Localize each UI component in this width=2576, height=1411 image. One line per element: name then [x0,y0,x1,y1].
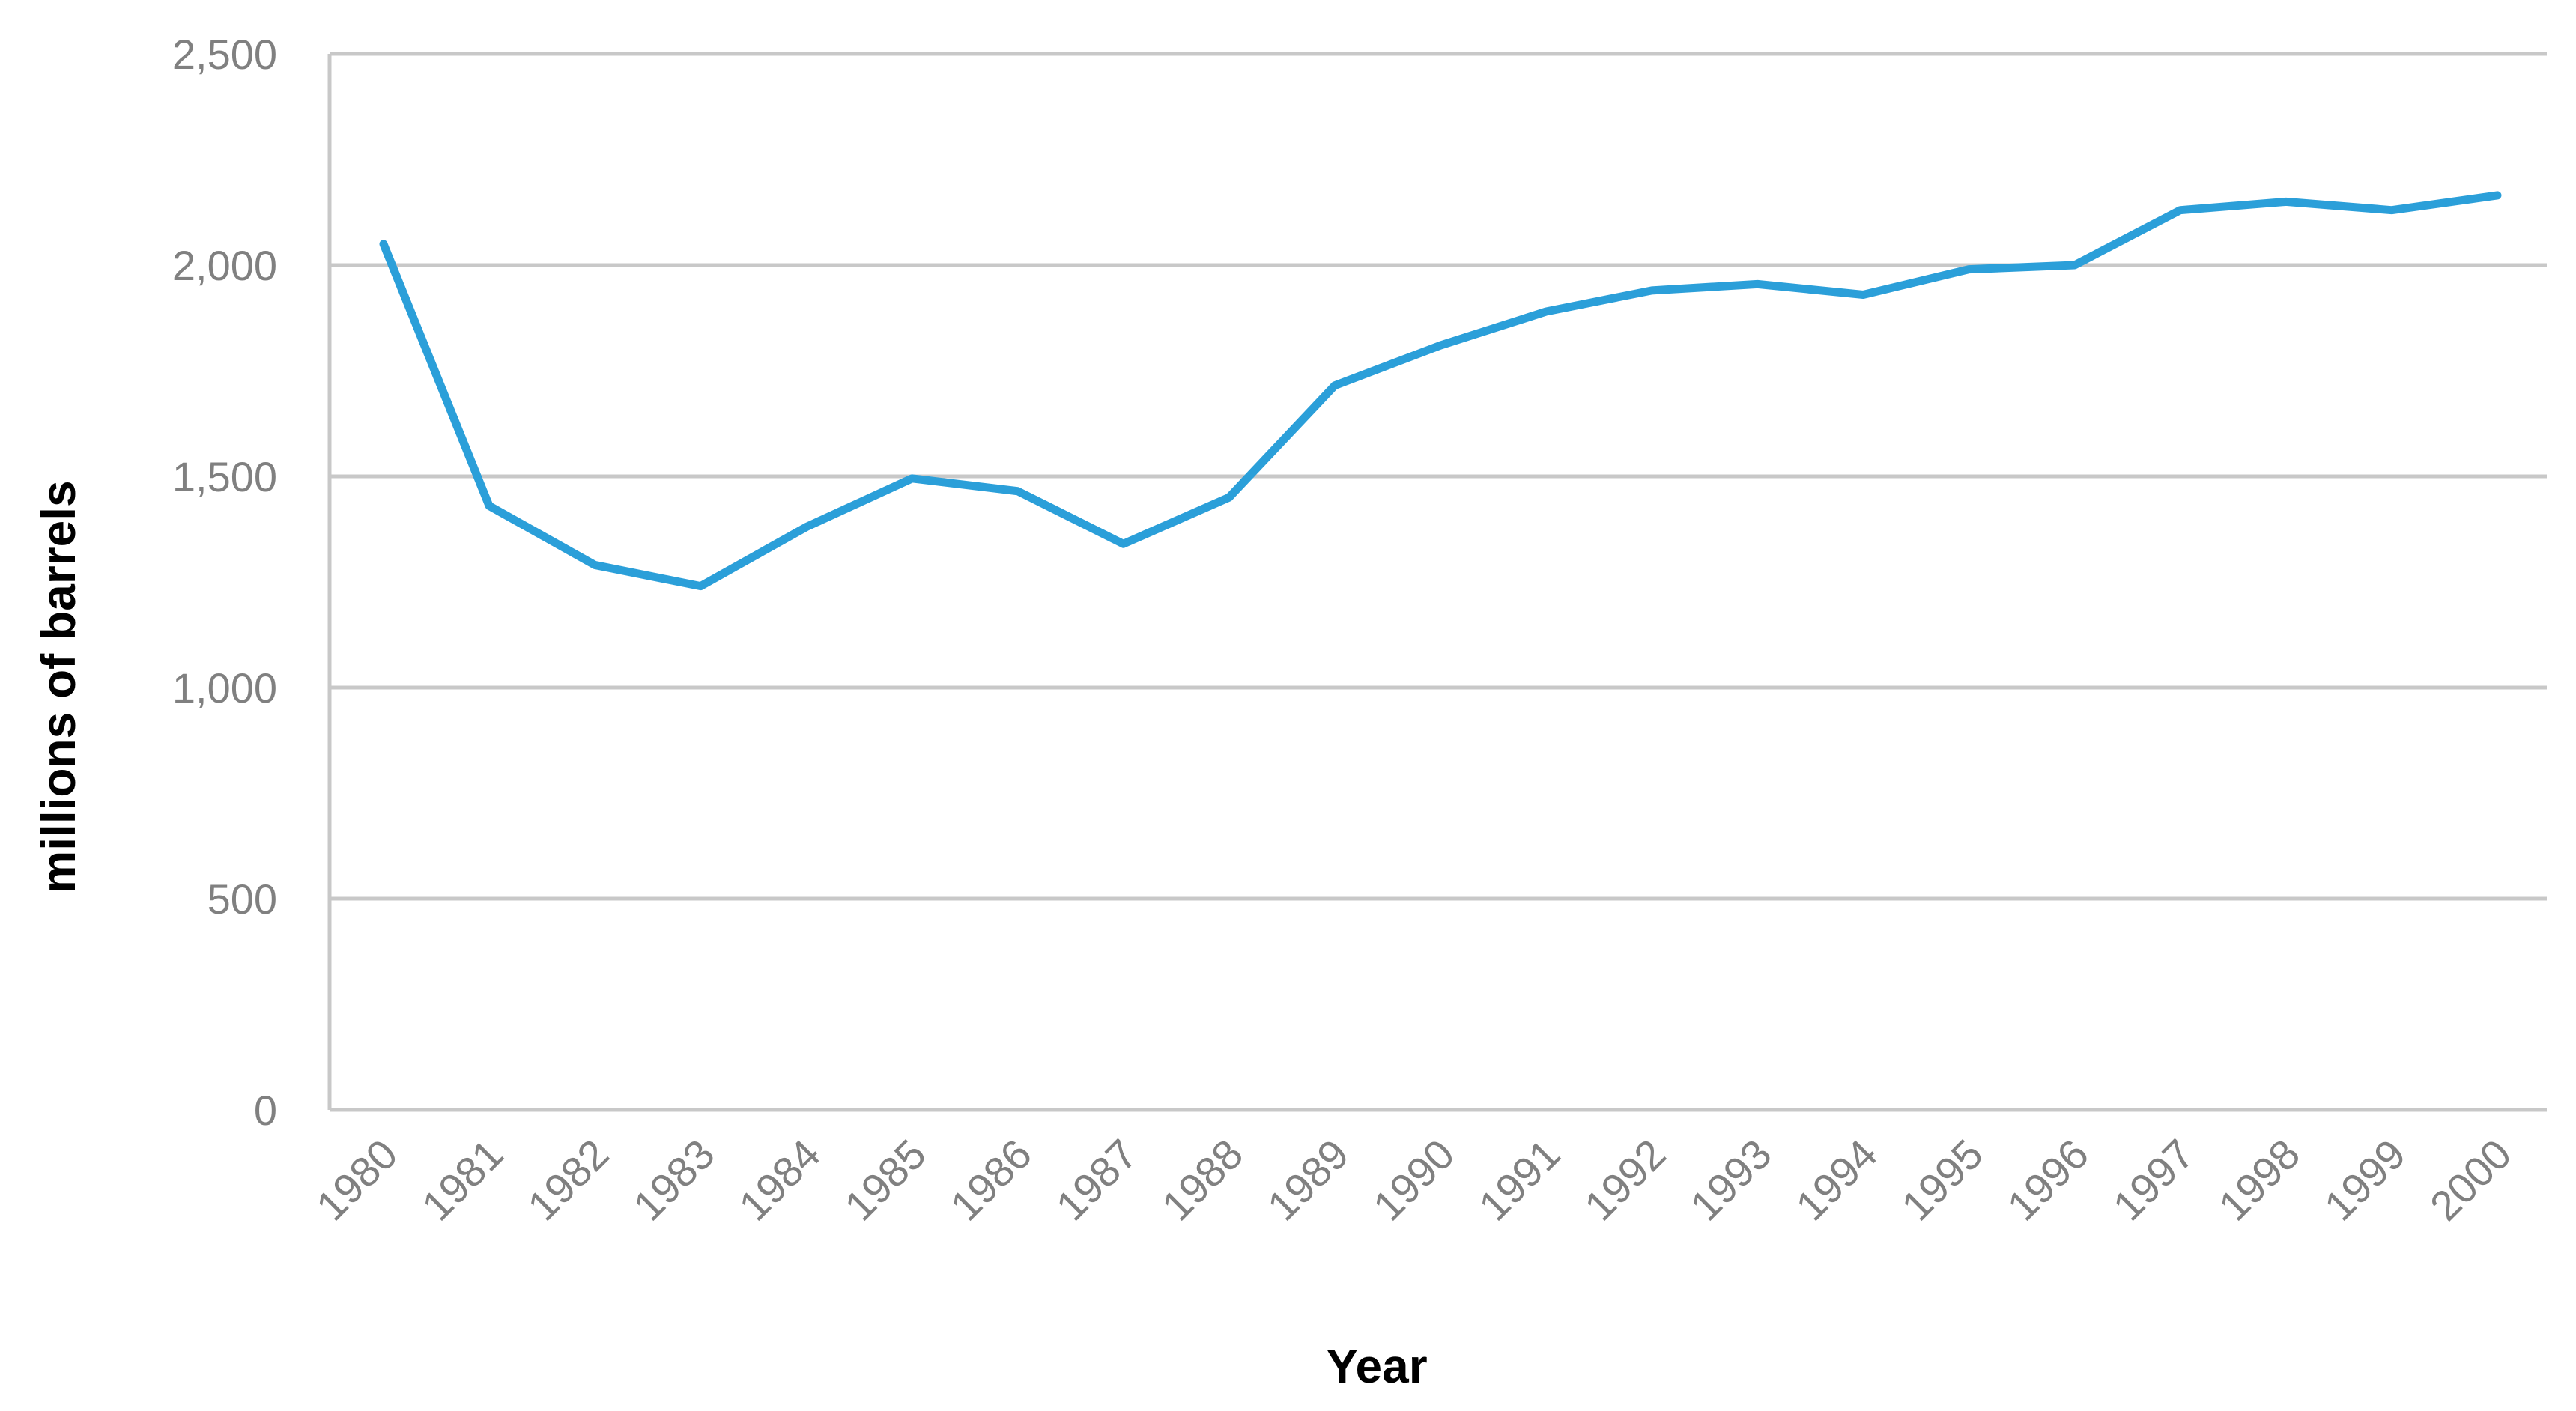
data-point [1756,282,1760,286]
x-tick-label: 1982 [518,1130,618,1230]
data-point [593,563,597,567]
data-point [699,584,703,588]
y-tick-label: 1,000 [172,664,277,711]
x-tick-label: 1991 [1470,1130,1569,1230]
data-point [2496,193,2499,197]
gridlines [327,52,2547,1112]
data-point [488,504,491,508]
data-point [1545,310,1548,314]
x-tick-label: 1999 [2315,1130,2415,1230]
y-tick-label: 2,000 [172,242,277,289]
x-tick-label: 1985 [835,1130,935,1230]
x-axis-ticks: 1980 1981 1982 1983 1984 1985 1986 1987 1988 1989… [307,1130,2521,1230]
data-point [1227,496,1231,500]
data-point [910,476,914,480]
x-tick-label: 1996 [1998,1130,2097,1230]
data-point [2389,208,2393,212]
y-tick-label: 500 [207,876,277,923]
data-point [1333,383,1336,387]
x-tick-label: 1989 [1258,1130,1358,1230]
series-group [379,191,2502,591]
x-tick-label: 1994 [1786,1130,1886,1230]
data-point [2073,264,2076,267]
data-point [1439,344,1442,348]
x-tick-label: 1995 [1892,1130,1992,1230]
data-point [1861,293,1865,297]
data-point [1121,542,1125,546]
data-point [2284,200,2288,204]
x-tick-label: 1988 [1153,1130,1252,1230]
x-tick-label: 1980 [307,1130,407,1230]
x-tick-label: 1992 [1575,1130,1675,1230]
y-tick-label: 0 [254,1087,277,1134]
x-tick-label: 1997 [2104,1130,2204,1230]
data-point [382,242,385,246]
x-tick-label: 1981 [413,1130,512,1230]
data-point [1967,267,1971,271]
x-tick-label: 1986 [941,1130,1040,1230]
x-tick-label: 1998 [2210,1130,2309,1230]
x-tick-label: 1984 [730,1130,829,1230]
y-axis-ticks: 0 500 1,000 1,500 2,000 2,500 [172,31,277,1134]
data-point [1650,288,1654,292]
data-point [1016,489,1019,493]
x-tick-label: 2000 [2421,1130,2521,1230]
x-tick-label: 1983 [624,1130,724,1230]
y-tick-label: 1,500 [172,453,277,500]
y-tick-label: 2,500 [172,31,277,78]
x-axis-title: Year [1326,1339,1427,1393]
series-line-0 [379,191,2502,591]
data-point [804,525,808,529]
x-tick-label: 1987 [1047,1130,1147,1230]
x-tick-label: 1990 [1364,1130,1464,1230]
data-point [2178,208,2182,212]
x-tick-label: 1993 [1681,1130,1781,1230]
y-axis-title: millions of barrels [31,480,85,893]
